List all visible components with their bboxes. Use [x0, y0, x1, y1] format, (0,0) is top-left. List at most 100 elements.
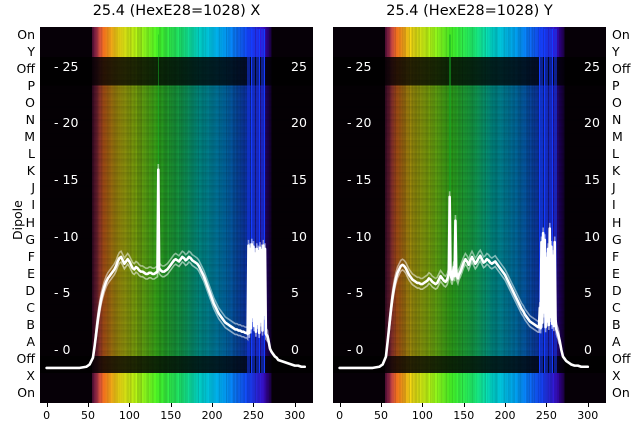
x-tick-mark — [505, 403, 507, 407]
category-label: On — [612, 26, 630, 42]
y-tick-mirror: 0 — [291, 341, 299, 357]
y-tick-label: 25 — [584, 58, 600, 74]
category-label: X — [26, 368, 35, 384]
category-label: X — [612, 368, 621, 384]
x-tick-label: 0 — [336, 409, 344, 422]
y-tick-mirror: 20 — [291, 117, 307, 130]
y-tick-label: 0 — [291, 341, 299, 357]
y-tick: -20 — [54, 117, 78, 130]
y-tick-label: 10 — [584, 228, 600, 244]
category-label: Off — [16, 351, 35, 367]
y-tick-label: 5 — [291, 285, 299, 301]
y-tick: -25 — [54, 58, 78, 74]
y-tick: -5 — [347, 287, 363, 300]
category-label: F — [27, 248, 35, 264]
y-tick-label: 0 — [355, 341, 364, 357]
y-tick-dash: - — [347, 172, 352, 188]
category-label: L — [28, 146, 35, 162]
category-label: C — [26, 300, 35, 315]
x-tick-label: 0 — [43, 409, 51, 422]
y-tick-label: 0 — [62, 341, 71, 357]
y-tick-dash: - — [347, 115, 352, 131]
category-label: K — [612, 163, 621, 179]
x-tick-label: 100 — [118, 409, 140, 422]
x-tick-label: 250 — [535, 409, 557, 422]
x-tick-label: 250 — [242, 409, 264, 422]
y-tick-dash: - — [347, 228, 352, 244]
dipole-trace — [40, 27, 313, 403]
y-tick: -10 — [347, 228, 371, 244]
category-label: A — [26, 334, 35, 350]
category-label: O — [25, 94, 35, 110]
y-tick-mirror: 5 — [584, 287, 592, 300]
y-tick-label: 15 — [62, 172, 79, 188]
y-tick-mirror: 15 — [291, 173, 307, 187]
category-label: N — [25, 112, 35, 127]
category-label: J — [31, 180, 35, 196]
y-tick-dash: - — [54, 58, 59, 74]
y-tick: -20 — [347, 117, 371, 130]
x-tick-label: 300 — [577, 409, 599, 422]
y-tick-dash: - — [347, 285, 352, 301]
y-tick-mirror: 25 — [291, 60, 307, 74]
x-tick-label: 50 — [373, 409, 388, 422]
category-label: H — [612, 214, 622, 230]
category-label: B — [26, 317, 35, 333]
y-tick-dash: - — [347, 341, 352, 357]
x-tick-mark — [170, 403, 172, 407]
y-tick-dash: - — [54, 172, 59, 188]
plot-area[interactable] — [333, 27, 606, 403]
category-label: P — [27, 77, 35, 93]
y-tick-label: 0 — [584, 341, 592, 357]
category-label: L — [612, 146, 619, 162]
category-label: Y — [27, 43, 35, 59]
y-tick-dash: - — [54, 115, 59, 131]
y-tick-label: 15 — [584, 172, 600, 188]
category-label: I — [31, 197, 35, 213]
category-label: Y — [612, 43, 620, 59]
x-tick-mark — [422, 403, 424, 407]
y-tick-label: 20 — [355, 115, 372, 131]
y-tick: -5 — [54, 287, 70, 300]
y-tick-label: 15 — [355, 172, 372, 188]
x-tick-label: 50 — [80, 409, 95, 422]
panel-title: 25.4 (HexE28=1028) X — [92, 3, 261, 19]
category-label: M — [24, 129, 35, 145]
category-label: G — [612, 231, 622, 247]
category-label: A — [612, 334, 621, 350]
y-tick-mirror: 15 — [584, 172, 600, 188]
x-tick-mark — [129, 403, 131, 407]
category-label: B — [612, 317, 621, 333]
x-tick-mark — [587, 403, 589, 407]
category-label: P — [612, 77, 620, 93]
plot-area[interactable] — [40, 27, 313, 403]
y-tick-label: 20 — [291, 115, 307, 131]
x-tick-mark — [294, 403, 296, 407]
category-label: Off — [16, 60, 35, 76]
category-label: O — [612, 94, 622, 110]
x-tick-mark — [87, 403, 89, 407]
category-label: M — [612, 129, 623, 145]
y-tick-dash: - — [347, 58, 352, 74]
x-tick-mark — [380, 403, 382, 407]
y-tick: -15 — [54, 172, 79, 188]
category-label: On — [612, 385, 630, 401]
category-label: H — [25, 214, 35, 230]
y-tick-label: 10 — [291, 228, 307, 244]
category-label: I — [612, 197, 616, 213]
x-tick-mark — [212, 403, 214, 407]
y-tick-mirror: 5 — [291, 287, 299, 300]
category-label: On — [17, 26, 35, 42]
y-tick-mirror: 10 — [584, 228, 600, 244]
y-tick-label: 5 — [62, 285, 71, 301]
category-label: J — [612, 180, 616, 196]
dipole-trace — [333, 27, 606, 403]
y-tick-dash: - — [54, 285, 59, 301]
category-label: N — [612, 112, 622, 127]
y-tick: -0 — [54, 341, 71, 357]
y-tick-label: 20 — [584, 115, 600, 131]
y-axis-label: Dipole — [10, 200, 25, 240]
y-tick: -15 — [347, 172, 372, 188]
panel-title: 25.4 (HexE28=1028) Y — [386, 3, 553, 19]
